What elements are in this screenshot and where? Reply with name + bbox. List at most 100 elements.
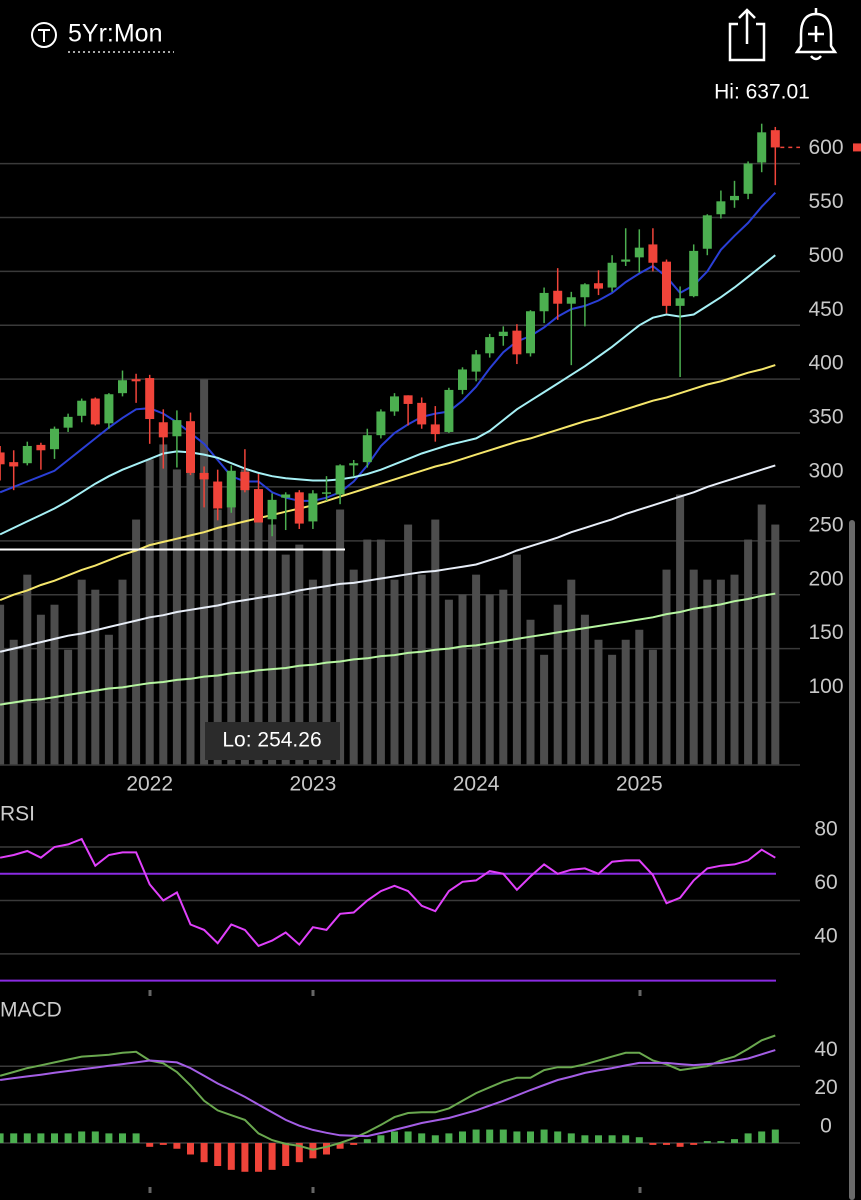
volume-bar — [159, 444, 168, 765]
macd-histogram-bar — [731, 1139, 738, 1143]
y-tick-label: 600 — [808, 136, 843, 159]
candle-body — [254, 489, 263, 523]
macd-histogram-bar — [567, 1133, 575, 1143]
candle-body — [648, 244, 658, 263]
macd-histogram-bar — [37, 1133, 45, 1143]
scrollbar[interactable] — [849, 520, 855, 1200]
volume-bar — [716, 579, 725, 765]
volume-bar — [349, 569, 358, 765]
x-tick-label: 2025 — [616, 773, 663, 796]
macd-histogram-bar — [635, 1137, 643, 1143]
moving-average — [0, 364, 776, 602]
volume-bar — [64, 649, 73, 765]
volume-bar — [104, 634, 113, 765]
macd-histogram-bar — [459, 1131, 466, 1143]
candle-body — [145, 378, 155, 420]
y-tick-label: 300 — [808, 459, 843, 482]
volume-bar — [662, 569, 671, 765]
candle-body — [757, 132, 767, 163]
candle-body — [158, 422, 168, 438]
macd-histogram-bar — [676, 1142, 684, 1147]
volume-bar — [77, 579, 86, 765]
candle-body — [458, 369, 467, 390]
candle-body — [662, 261, 671, 306]
y-tick-label: 400 — [808, 352, 843, 375]
volume-bar — [200, 379, 209, 765]
candle-body — [362, 435, 372, 463]
macd-histogram-bar — [241, 1142, 249, 1172]
share-button[interactable] — [728, 8, 766, 62]
high-label: Hi: 637.01 — [714, 81, 810, 104]
candle-body — [186, 421, 195, 473]
candle-body — [294, 492, 304, 524]
y-tick-label: 200 — [808, 567, 843, 590]
timeframe-icon — [31, 22, 57, 48]
volume-bar — [213, 509, 222, 765]
last-price-marker — [853, 143, 861, 152]
bell-clapper — [810, 55, 822, 61]
volume-bar — [689, 569, 698, 765]
volume-bar — [608, 654, 617, 765]
moving-average — [0, 254, 776, 536]
candle-body — [621, 259, 631, 262]
candle-body — [22, 445, 32, 464]
volume-bar — [635, 629, 644, 765]
low-label: Lo: 254.26 — [222, 729, 321, 752]
macd-histogram-bar — [23, 1133, 31, 1143]
candle-body — [498, 331, 508, 337]
low-label-box — [205, 722, 340, 760]
macd-histogram-bar — [64, 1133, 72, 1143]
candle-body — [594, 283, 603, 289]
volume-bar — [295, 544, 304, 765]
candle-body — [267, 499, 277, 520]
rsi-line — [0, 837, 776, 948]
macd-histogram-bar — [336, 1142, 344, 1149]
y-tick-label: 350 — [808, 406, 843, 429]
candle-body — [770, 130, 780, 148]
macd-histogram-bar — [690, 1142, 698, 1145]
macd-histogram-bar — [295, 1142, 303, 1163]
macd-histogram-bar — [268, 1142, 276, 1170]
y-tick-label: 20 — [814, 1076, 837, 1099]
volume-bar — [621, 639, 630, 765]
x-tick-label: 2023 — [290, 773, 337, 796]
volume-bar — [744, 539, 753, 765]
macd-histogram-bar — [0, 1133, 4, 1143]
macd-histogram-bar — [187, 1142, 194, 1155]
volume-bar — [404, 524, 413, 765]
volume-bar — [390, 579, 399, 765]
timeframe-selector[interactable]: 5Yr:Mon — [31, 20, 174, 53]
alert-button[interactable] — [794, 8, 838, 61]
macd-title: MACD — [0, 999, 62, 1022]
candle-body — [118, 380, 127, 394]
candle-body — [213, 481, 223, 509]
y-tick-label: 550 — [808, 190, 843, 213]
macd-histogram-bar — [119, 1133, 126, 1143]
volume-bar — [145, 459, 154, 765]
candle-body — [63, 416, 73, 428]
macd-histogram-bar — [663, 1142, 670, 1145]
macd-histogram-bar — [771, 1129, 779, 1143]
volume-bar — [281, 554, 290, 765]
candle-body — [335, 465, 345, 495]
x-tick-label: 2022 — [126, 773, 173, 796]
candle-body — [444, 389, 454, 432]
volume-bar — [540, 654, 549, 765]
candle-body — [485, 337, 495, 354]
macd-histogram-bar — [200, 1142, 208, 1163]
macd-line — [0, 1049, 776, 1138]
timeframe-label[interactable]: 5Yr:Mon — [68, 20, 162, 48]
macd-histogram-bar — [282, 1142, 290, 1167]
volume-bar — [308, 579, 317, 765]
candle-body — [308, 493, 318, 522]
candle-body — [322, 492, 331, 494]
macd-histogram-bar — [554, 1131, 562, 1143]
candle-body — [566, 297, 576, 304]
macd-histogram-bar — [105, 1133, 113, 1143]
y-tick-label: 40 — [814, 924, 837, 947]
macd-histogram-bar — [527, 1131, 534, 1143]
macd-histogram-bar — [51, 1133, 58, 1143]
macd-histogram-bar — [431, 1135, 439, 1143]
